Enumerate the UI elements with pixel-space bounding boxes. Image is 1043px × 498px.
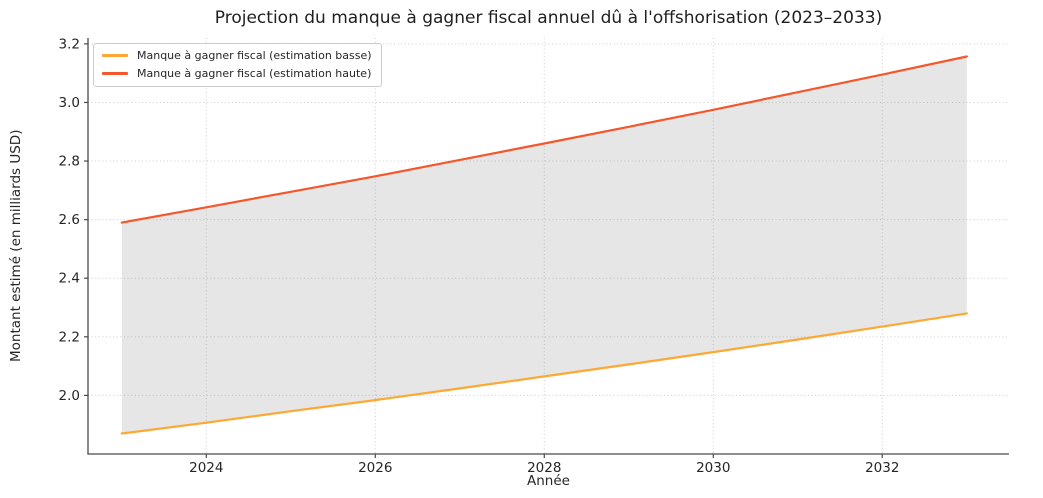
x-tick-label: 2030	[696, 460, 730, 476]
y-tick-label: 3.0	[59, 95, 80, 111]
legend-line-swatch-basse	[102, 54, 128, 57]
legend-item-estimation-haute: Manque à gagner fiscal (estimation haute…	[102, 66, 372, 81]
legend: Manque à gagner fiscal (estimation basse…	[93, 43, 382, 87]
y-tick-label: 2.2	[59, 329, 80, 345]
y-tick-label: 2.6	[59, 212, 80, 228]
y-tick-label: 2.8	[59, 154, 80, 170]
fill-between-area	[121, 56, 967, 434]
y-tick-label: 2.0	[59, 388, 80, 404]
y-tick-label: 3.2	[59, 36, 80, 52]
series-line-haute	[120, 55, 968, 224]
y-tick-label: 2.4	[59, 271, 80, 287]
chart-title: Projection du manque à gagner fiscal ann…	[214, 8, 883, 28]
x-tick-label: 2026	[358, 460, 392, 476]
legend-line-swatch-haute	[102, 72, 128, 75]
x-tick-label: 2028	[527, 460, 561, 476]
x-axis-label: Année	[527, 473, 570, 489]
x-tick-label: 2024	[189, 460, 223, 476]
x-tick-label: 2032	[865, 460, 899, 476]
series-line-basse	[120, 312, 968, 435]
legend-label-basse: Manque à gagner fiscal (estimation basse…	[137, 49, 372, 62]
legend-item-estimation-basse: Manque à gagner fiscal (estimation basse…	[102, 48, 372, 63]
legend-label-haute: Manque à gagner fiscal (estimation haute…	[137, 67, 372, 80]
